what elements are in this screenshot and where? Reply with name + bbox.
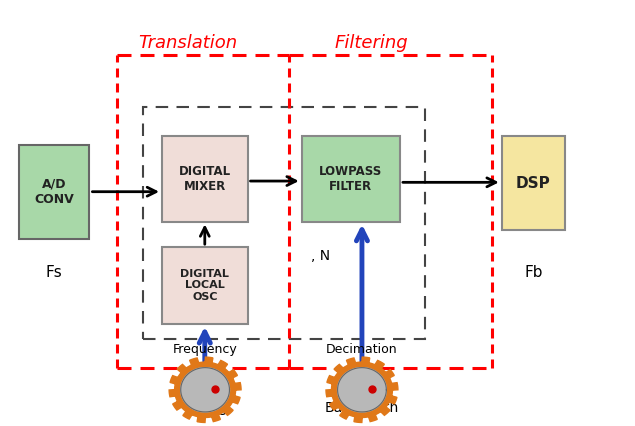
FancyBboxPatch shape xyxy=(162,136,248,222)
Polygon shape xyxy=(326,357,398,423)
Polygon shape xyxy=(181,368,229,412)
Text: Frequency: Frequency xyxy=(173,343,237,356)
FancyBboxPatch shape xyxy=(19,145,89,239)
Text: Filtering: Filtering xyxy=(335,34,408,52)
Text: Translation: Translation xyxy=(138,34,237,52)
Text: , N: , N xyxy=(311,249,330,262)
Text: DIGITAL
MIXER: DIGITAL MIXER xyxy=(178,165,231,193)
Text: DIGITAL
LOCAL
OSC: DIGITAL LOCAL OSC xyxy=(180,269,229,302)
Text: Decimation: Decimation xyxy=(326,343,398,356)
FancyBboxPatch shape xyxy=(162,247,248,324)
Text: Fs: Fs xyxy=(46,265,62,280)
FancyBboxPatch shape xyxy=(302,136,400,222)
Polygon shape xyxy=(169,357,241,423)
Text: Fb: Fb xyxy=(524,265,543,280)
Text: A/D
CONV: A/D CONV xyxy=(34,178,74,206)
FancyBboxPatch shape xyxy=(502,136,565,230)
Text: DSP: DSP xyxy=(516,176,551,191)
Polygon shape xyxy=(338,368,386,412)
Text: Bandwidth: Bandwidth xyxy=(325,401,399,415)
Text: Tuning: Tuning xyxy=(182,401,228,415)
Text: LOWPASS
FILTER: LOWPASS FILTER xyxy=(319,165,382,193)
